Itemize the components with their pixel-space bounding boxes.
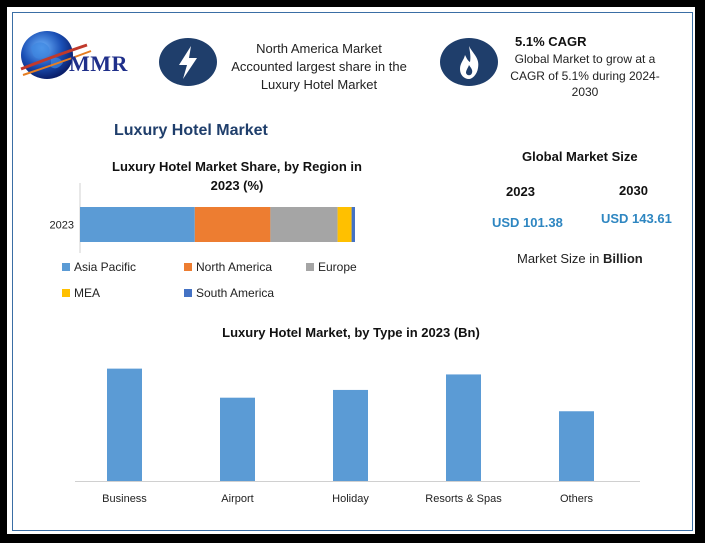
unit-note-prefix: Market Size in (517, 251, 603, 266)
type-chart-title: Luxury Hotel Market, by Type in 2023 (Bn… (222, 325, 480, 340)
info-left-line-2: Accounted largest share in the (231, 59, 407, 74)
region-bar-segment (194, 207, 271, 242)
legend-label: South America (196, 286, 275, 300)
region-bar-segment (270, 207, 338, 242)
infographic-panel: MMR North America Market Accounted large… (7, 7, 695, 534)
region-bar-segment (351, 207, 355, 242)
type-category-label: Holiday (332, 493, 369, 505)
legend-item: Europe (306, 260, 357, 274)
info-left-line-1: North America Market (256, 41, 382, 56)
legend-swatch (62, 289, 70, 297)
year-2030-label: 2030 (619, 183, 648, 198)
type-bar (220, 397, 255, 481)
legend-item: MEA (62, 286, 100, 300)
legend-label: MEA (74, 286, 101, 300)
region-chart-title-line-2: 2023 (%) (210, 178, 264, 193)
logo-text: MMR (69, 51, 128, 76)
year-2023-label: 2023 (506, 184, 535, 199)
info-left-text: North America Market Accounted largest s… (219, 40, 419, 94)
legend-label: Europe (318, 260, 357, 274)
globe-icon (20, 31, 92, 79)
type-bar (107, 368, 142, 481)
flame-icon (460, 46, 479, 79)
value-2030: USD 143.61 (601, 211, 672, 226)
legend-label: North America (196, 260, 273, 274)
type-bar (559, 411, 594, 481)
type-category-label: Resorts & Spas (425, 493, 502, 505)
region-chart-title: Luxury Hotel Market Share, by Region in … (87, 157, 387, 195)
legend-label: Asia Pacific (74, 260, 137, 274)
type-bar (446, 374, 481, 481)
mmr-logo: MMR (17, 25, 157, 87)
market-size-unit-note: Market Size in Billion (517, 251, 643, 266)
cagr-line-2: CAGR of 5.1% during 2024- (510, 68, 660, 83)
legend-swatch (184, 289, 192, 297)
type-bar (333, 389, 368, 481)
type-chart: Business Airport Holiday Resorts & Spas Othe… (75, 368, 640, 505)
global-market-title: Global Market Size (522, 149, 638, 164)
cagr-line-1: Global Market to grow at a (514, 52, 656, 66)
region-category-label: 2023 (50, 220, 74, 232)
legend-item: South America (184, 286, 274, 300)
region-chart-title-line-1: Luxury Hotel Market Share, by Region in (112, 159, 362, 174)
lightning-badge (159, 38, 217, 86)
type-category-label: Business (102, 493, 147, 505)
cagr-line-3: 2030 (571, 85, 599, 99)
region-bar-segment (80, 207, 195, 242)
lightning-icon (179, 46, 197, 79)
info-left-line-3: Luxury Hotel Market (260, 77, 378, 92)
type-category-label: Airport (221, 493, 253, 505)
legend-swatch (62, 263, 70, 271)
legend-item: North America (184, 260, 272, 274)
value-2023: USD 101.38 (492, 215, 563, 230)
cagr-title: 5.1% CAGR (515, 34, 587, 49)
main-title: Luxury Hotel Market (114, 122, 268, 139)
legend-swatch (306, 263, 314, 271)
region-bar-segment (337, 207, 352, 242)
type-category-label: Others (560, 493, 594, 505)
legend-item: Asia Pacific (62, 260, 136, 274)
flame-badge (440, 38, 498, 86)
region-chart: 2023 (50, 183, 355, 253)
panel-border (12, 12, 693, 531)
cagr-text: Global Market to grow at a CAGR of 5.1% … (501, 51, 669, 101)
unit-note-bold: Billion (602, 251, 643, 266)
legend-swatch (184, 263, 192, 271)
